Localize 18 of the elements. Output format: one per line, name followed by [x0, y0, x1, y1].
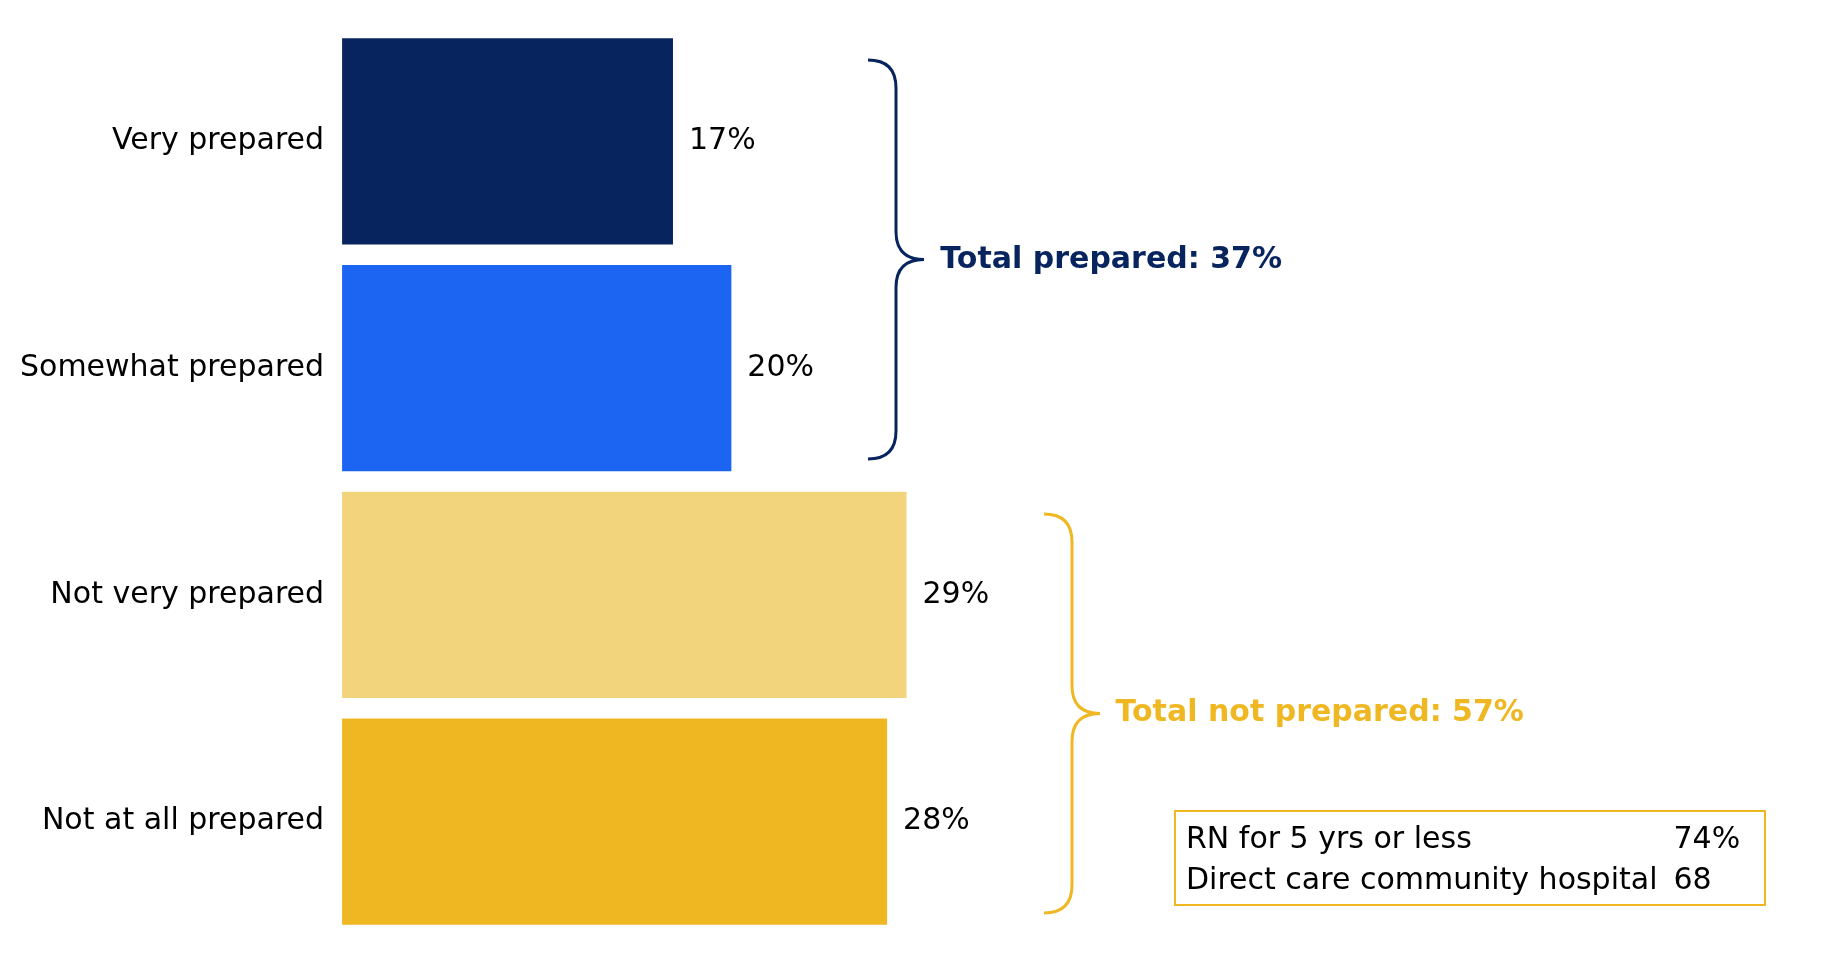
bar — [342, 491, 907, 699]
text: 74% — [1673, 819, 1742, 857]
text: Total prepared: 37% — [940, 239, 1282, 275]
text: RN for 5 yrs or less — [1186, 819, 1473, 857]
text: Total not prepared: 57% — [1115, 693, 1524, 729]
y-tick-label: Somewhat prepared — [19, 347, 325, 383]
bar — [342, 718, 888, 925]
data-label: 29% — [922, 574, 990, 610]
y-tick-label: Very prepared — [112, 121, 325, 157]
bar — [342, 264, 732, 472]
bar — [342, 38, 673, 245]
y-tick-label: Not at all prepared — [41, 801, 325, 837]
data-label: 17% — [688, 121, 756, 157]
data-label: 20% — [747, 347, 815, 383]
data-label: 28% — [903, 801, 970, 837]
y-tick-label: Not very prepared — [50, 574, 325, 610]
text: Direct care community hospital — [1186, 860, 1659, 898]
text: 68 — [1673, 860, 1713, 898]
